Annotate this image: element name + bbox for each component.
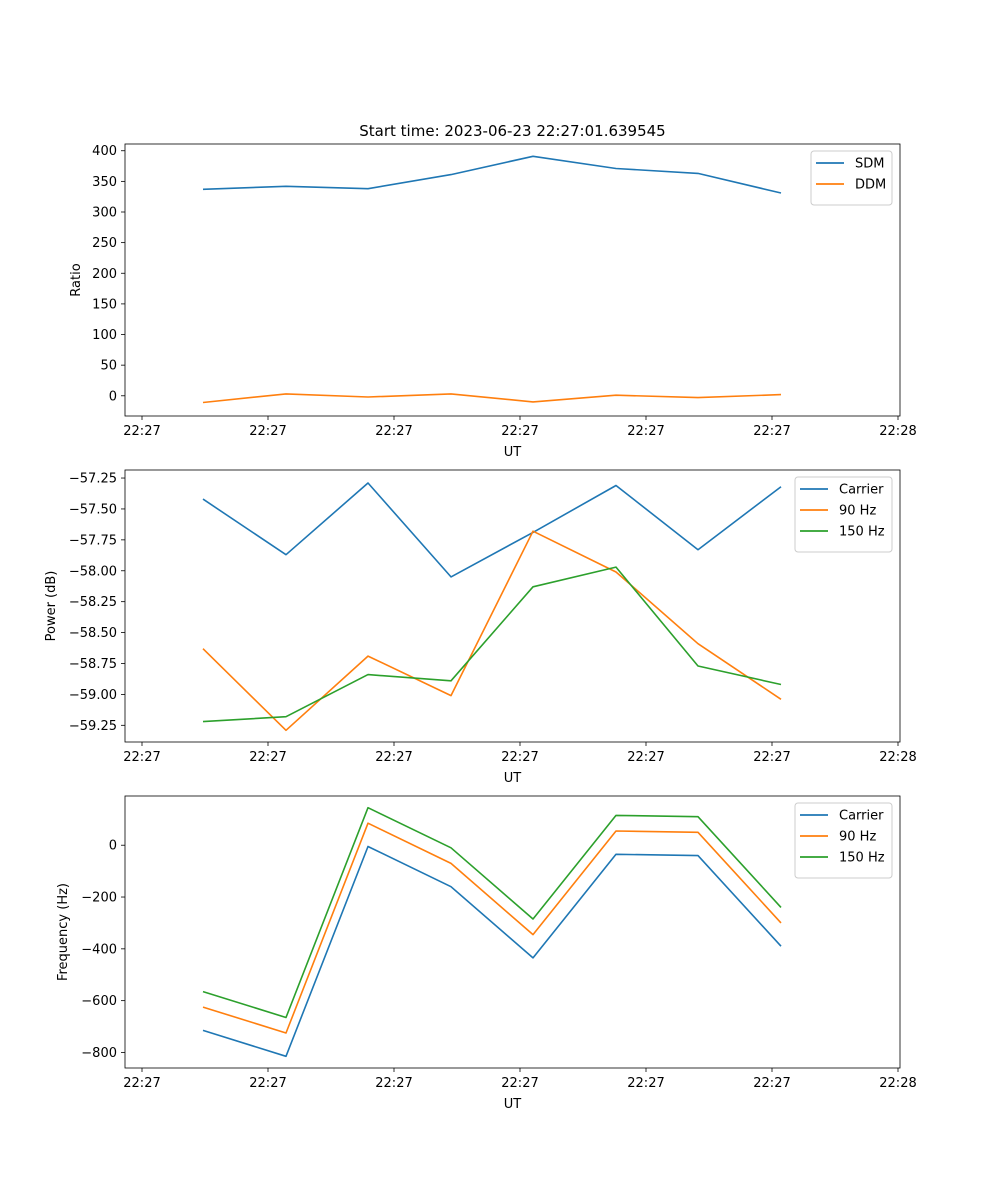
series-line-carrier [202,845,782,1058]
x-tick-label: 22:28 [879,1076,916,1091]
y-tick-label: 150 [92,297,117,312]
y-tick-label: −58.75 [69,657,117,672]
legend-label: 150 Hz [839,851,885,866]
legend-label: 90 Hz [839,504,876,519]
x-tick-label: 22:27 [753,1076,790,1091]
x-tick-label: 22:27 [123,424,160,439]
legend-label: 90 Hz [839,830,876,845]
subplots: 22:27 22:27 22:27 22:27 22:27 22:27 22:28 0 50 10… [44,143,917,1112]
subplot-3: 22:27 22:27 22:27 22:27 22:27 22:27 22:28 −800 −… [56,795,917,1112]
y-axis-label: Ratio [69,263,84,296]
series-line-ddm [202,393,782,404]
series-line-90-hz [202,530,782,732]
x-tick-label: 22:27 [249,750,286,765]
legend-box [794,802,893,879]
y-axis-label: Frequency (Hz) [56,883,71,981]
series-line-150-hz [202,806,782,1019]
subplot-2: 22:27 22:27 22:27 22:27 22:27 22:27 22:28 −59.2… [44,469,917,786]
axes-frame [124,469,901,743]
x-tick-label: 22:27 [375,1076,412,1091]
y-tick-label: 0 [109,839,117,854]
legend: SDM DDM [810,150,893,206]
x-axis-label: UT [504,445,522,460]
x-tick-label: 22:27 [249,1076,286,1091]
y-tick-label: 0 [109,389,117,404]
y-tick-label: −57.25 [69,472,117,487]
y-tick-label: −800 [81,1046,117,1061]
x-tick-label: 22:28 [879,750,916,765]
legend: Carrier 90 Hz 150 Hz [794,802,893,879]
y-tick-label: −58.25 [69,595,117,610]
y-tick-label: −58.50 [69,626,117,641]
y-tick-label: −59.25 [69,719,117,734]
x-tick-label: 22:27 [501,424,538,439]
axes-frame [124,795,901,1069]
legend-box [794,476,893,553]
x-tick-label: 22:27 [627,750,664,765]
x-tick-label: 22:27 [501,750,538,765]
x-tick-label: 22:27 [249,424,286,439]
x-axis-label: UT [504,771,522,786]
legend-label: Carrier [839,483,884,498]
subplot-1: 22:27 22:27 22:27 22:27 22:27 22:27 22:28 0 50 10… [69,143,917,460]
series-line-carrier [202,482,782,578]
legend-box [810,150,893,206]
y-tick-label: −200 [81,891,117,906]
legend: Carrier 90 Hz 150 Hz [794,476,893,553]
x-tick-label: 22:27 [627,424,664,439]
y-tick-label: 350 [92,175,117,190]
x-tick-label: 22:27 [375,750,412,765]
figure-title: Start time: 2023-06-23 22:27:01.639545 [359,122,665,140]
series-line-90-hz [202,822,782,1034]
y-axis-label: Power (dB) [44,571,59,642]
y-tick-label: 300 [92,206,117,221]
y-tick-label: 50 [100,359,117,374]
x-tick-label: 22:27 [123,750,160,765]
series-line-150-hz [202,566,782,723]
series-line-sdm [202,155,782,194]
x-tick-label: 22:27 [753,424,790,439]
y-tick-label: 200 [92,267,117,282]
y-tick-label: 100 [92,328,117,343]
x-tick-label: 22:27 [501,1076,538,1091]
y-tick-label: −400 [81,942,117,957]
axes-frame [124,143,901,417]
y-tick-label: −57.75 [69,533,117,548]
x-tick-label: 22:27 [753,750,790,765]
legend-label: Carrier [839,809,884,824]
x-tick-label: 22:27 [627,1076,664,1091]
y-tick-label: 250 [92,236,117,251]
legend-label: 150 Hz [839,525,885,540]
x-tick-label: 22:27 [123,1076,160,1091]
legend-label: SDM [855,157,884,172]
y-tick-label: 400 [92,144,117,159]
y-tick-label: −600 [81,994,117,1009]
y-tick-label: −59.00 [69,688,117,703]
legend-label: DDM [855,178,886,193]
x-tick-label: 22:27 [375,424,412,439]
x-tick-label: 22:28 [879,424,916,439]
x-axis-label: UT [504,1097,522,1112]
y-tick-label: −57.50 [69,502,117,517]
y-tick-label: −58.00 [69,564,117,579]
